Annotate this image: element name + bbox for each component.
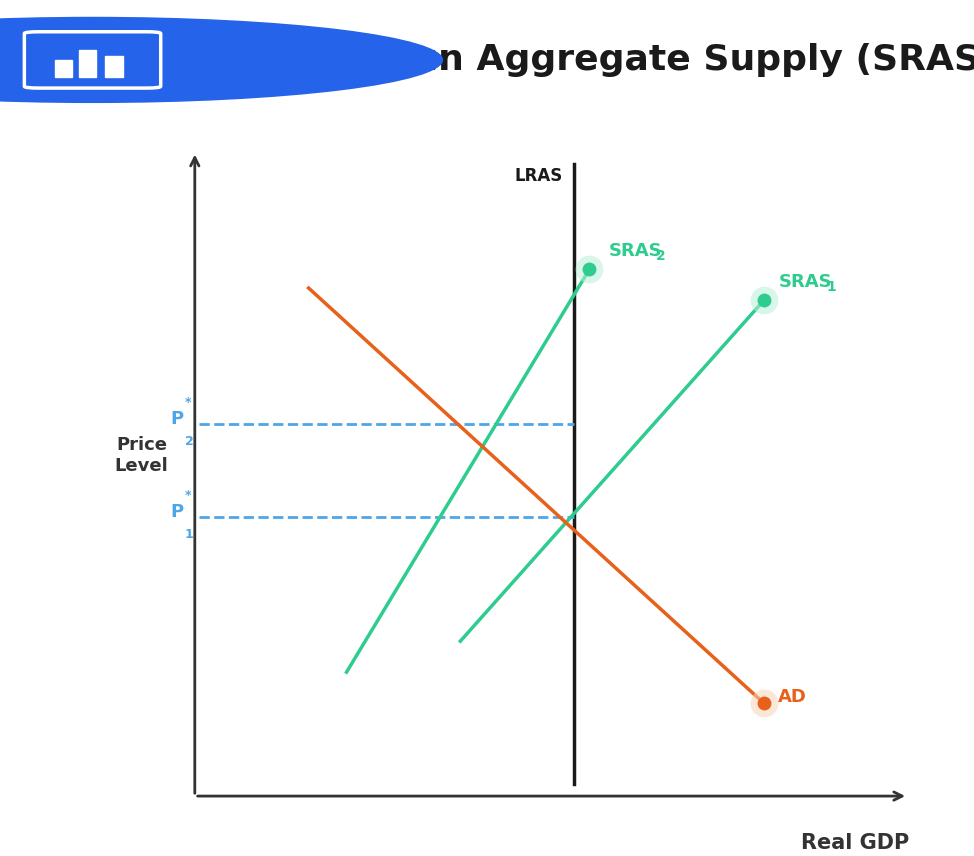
Bar (79, 51, 96, 77)
Point (756, 696, 771, 710)
Point (756, 294, 771, 307)
Text: Price
Level: Price Level (115, 436, 169, 475)
Text: 1: 1 (185, 528, 194, 541)
Text: 1: 1 (827, 280, 837, 294)
Bar (105, 56, 123, 77)
Point (756, 696, 771, 710)
Text: SRAS: SRAS (609, 242, 662, 260)
Text: *: * (185, 489, 192, 502)
Text: P: P (170, 410, 183, 428)
Text: P: P (170, 503, 183, 521)
Point (581, 263, 597, 276)
Text: *: * (185, 396, 192, 409)
Text: 2: 2 (656, 249, 666, 264)
Point (756, 294, 771, 307)
Text: AD: AD (777, 688, 806, 706)
Text: LRAS: LRAS (514, 167, 563, 185)
Text: SRAS: SRAS (779, 273, 833, 291)
Text: 2: 2 (185, 435, 194, 449)
Circle shape (0, 15, 458, 105)
Text: The Short-Run Aggregate Supply (SRAS): The Short-Run Aggregate Supply (SRAS) (170, 43, 974, 77)
Circle shape (0, 17, 443, 103)
Point (581, 263, 597, 276)
Text: Real GDP: Real GDP (801, 833, 909, 853)
Bar (55, 60, 72, 77)
